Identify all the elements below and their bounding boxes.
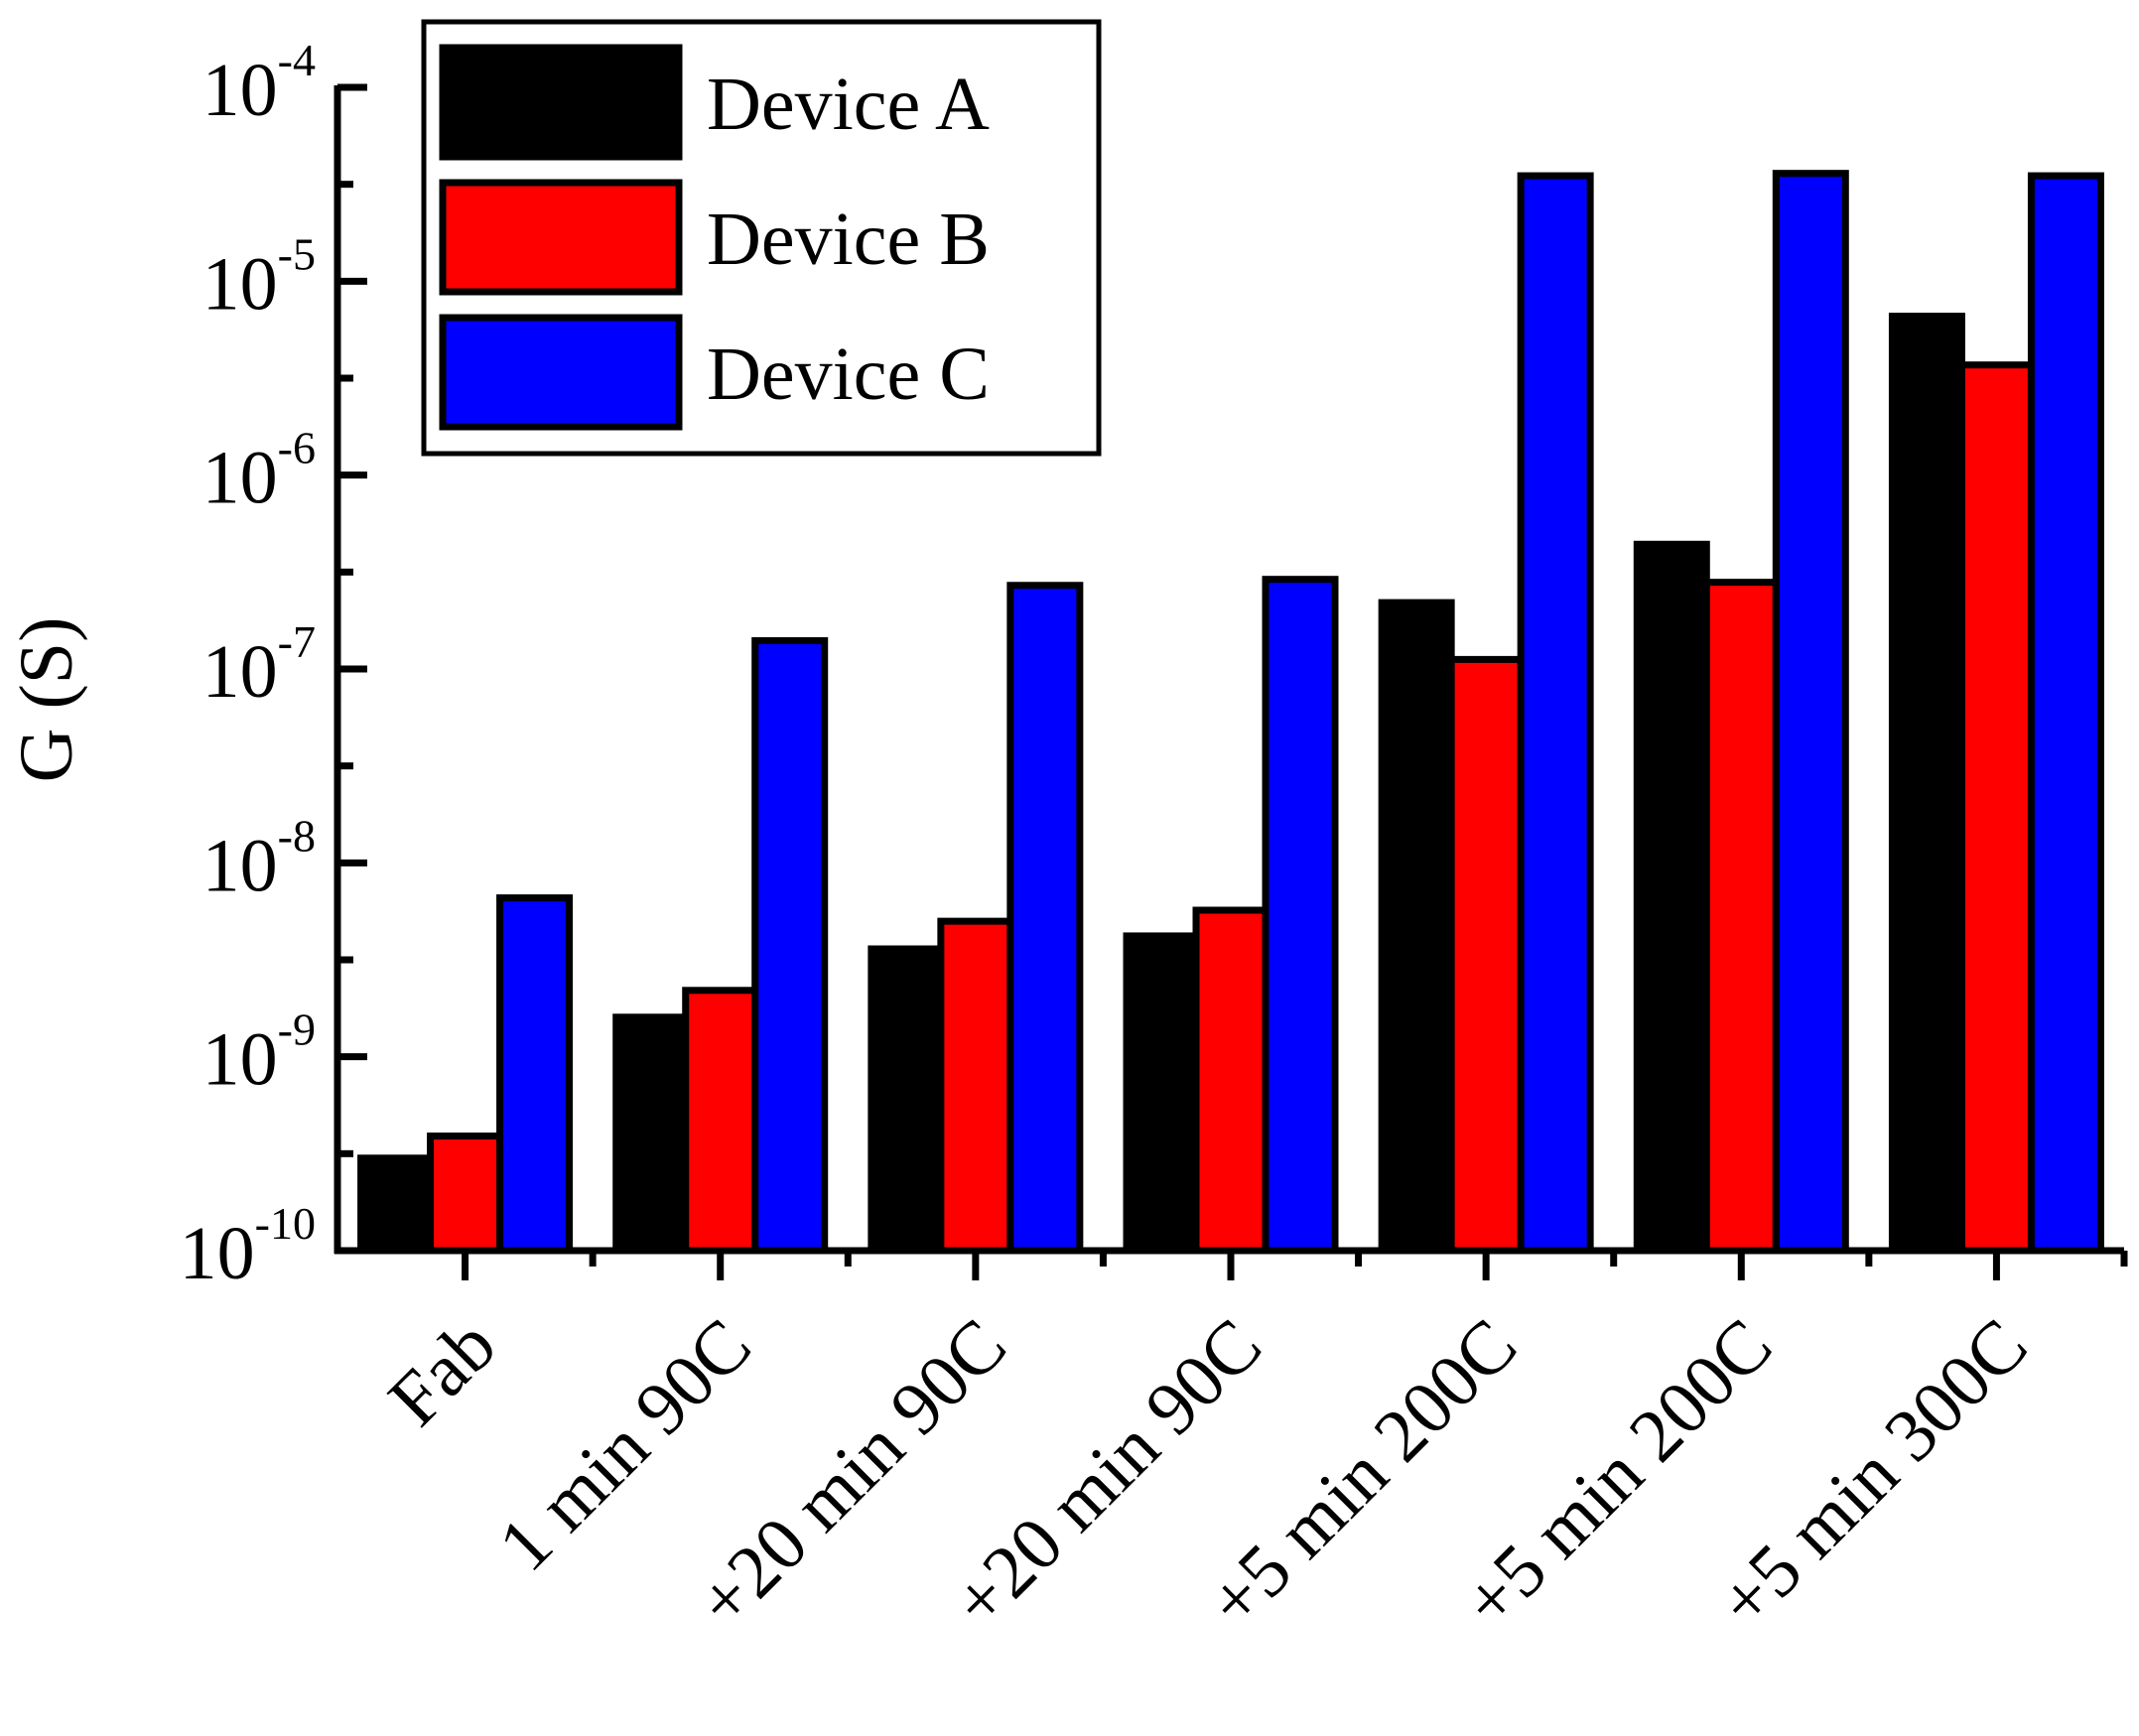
y-tick-label: 10-4 [202, 35, 316, 132]
bar-device-c-2 [1010, 586, 1080, 1251]
legend-swatch-device-a [443, 48, 679, 157]
bar-device-a-3 [1127, 936, 1196, 1251]
bar-device-a-4 [1382, 602, 1451, 1251]
bar-device-a-0 [361, 1158, 431, 1251]
bar-device-c-4 [1521, 176, 1590, 1251]
bar-device-a-5 [1637, 544, 1706, 1251]
y-tick-label: 10-9 [202, 1004, 316, 1102]
bar-device-b-6 [1961, 365, 2031, 1251]
y-tick-label: 10-7 [202, 616, 316, 714]
bar-chart: 10-10 10-9 10-8 10-7 10-6 10-5 10-4 Fab1 min 9… [0, 0, 2139, 1736]
legend-label: Device C [707, 333, 990, 416]
bar-device-b-1 [686, 991, 755, 1251]
bar-device-c-6 [2031, 176, 2100, 1251]
bar-device-c-5 [1776, 174, 1845, 1251]
bar-device-b-5 [1706, 583, 1776, 1251]
bar-device-c-3 [1266, 580, 1335, 1251]
bar-device-c-0 [500, 898, 570, 1251]
y-tick-label: 10-8 [202, 810, 316, 907]
bar-device-b-4 [1451, 659, 1521, 1251]
legend-label: Device A [707, 63, 990, 146]
legend-swatch-device-c [443, 318, 679, 427]
y-tick-labels: 10-10 10-9 10-8 10-7 10-6 10-5 10-4 [180, 35, 316, 1295]
bar-device-b-0 [431, 1136, 500, 1251]
legend-swatch-device-b [443, 183, 679, 292]
bar-device-b-3 [1196, 910, 1266, 1251]
y-tick-label: 10-10 [180, 1198, 316, 1295]
legend: Device A Device B Device C [424, 22, 1099, 454]
legend-label: Device B [707, 198, 990, 281]
bar-device-a-2 [871, 949, 941, 1251]
x-category-label: Fab [373, 1303, 512, 1442]
bar-device-b-2 [941, 921, 1010, 1251]
y-tick-label: 10-5 [202, 228, 316, 326]
bar-device-c-1 [755, 640, 825, 1251]
y-axis-title: G (S) [5, 617, 88, 783]
bar-device-a-6 [1892, 317, 1961, 1251]
y-tick-label: 10-6 [202, 423, 316, 520]
bar-device-a-1 [616, 1017, 686, 1251]
